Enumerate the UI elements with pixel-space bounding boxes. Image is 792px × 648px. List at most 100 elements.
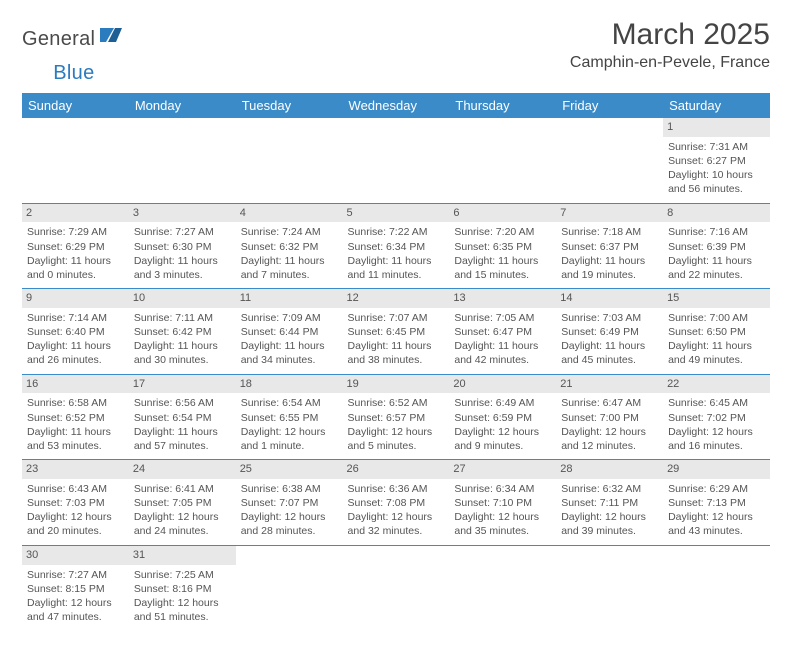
calendar-day-cell: 4Sunrise: 7:24 AMSunset: 6:32 PMDaylight… <box>236 203 343 289</box>
daylight-text: and 53 minutes. <box>27 439 124 453</box>
calendar-day-cell: 30Sunrise: 7:27 AMSunset: 8:15 PMDayligh… <box>22 545 129 630</box>
sunrise-text: Sunrise: 6:45 AM <box>668 396 765 410</box>
sunrise-text: Sunrise: 7:24 AM <box>241 225 338 239</box>
calendar-empty-cell <box>236 118 343 203</box>
daylight-text: and 0 minutes. <box>27 268 124 282</box>
daylight-text: Daylight: 11 hours <box>241 339 338 353</box>
day-number: 8 <box>663 204 770 223</box>
day-number: 23 <box>22 460 129 479</box>
sunset-text: Sunset: 7:07 PM <box>241 496 338 510</box>
calendar-day-cell: 8Sunrise: 7:16 AMSunset: 6:39 PMDaylight… <box>663 203 770 289</box>
sunset-text: Sunset: 6:27 PM <box>668 154 765 168</box>
day-number: 28 <box>556 460 663 479</box>
calendar-week-row: 16 Sunrise: 6:58 AMSunset: 6:52 PM Dayligh… <box>22 374 770 460</box>
calendar-day-cell: 3Sunrise: 7:27 AMSunset: 6:30 PMDaylight… <box>129 203 236 289</box>
daylight-text: and 28 minutes. <box>241 524 338 538</box>
daylight-text: Daylight: 11 hours <box>561 339 658 353</box>
daylight-text: Daylight: 12 hours <box>454 425 551 439</box>
daylight-text: and 22 minutes. <box>668 268 765 282</box>
day-number: 15 <box>663 289 770 308</box>
sunrise-text: Sunrise: 6:36 AM <box>348 482 445 496</box>
daylight-text: Daylight: 12 hours <box>561 510 658 524</box>
calendar-day-cell: 26Sunrise: 6:36 AMSunset: 7:08 PMDayligh… <box>343 460 450 546</box>
sunset-text: Sunset: 6:30 PM <box>134 240 231 254</box>
daylight-text: Daylight: 12 hours <box>668 510 765 524</box>
daylight-text: and 45 minutes. <box>561 353 658 367</box>
daylight-text: and 32 minutes. <box>348 524 445 538</box>
sunrise-text: Sunrise: 6:34 AM <box>454 482 551 496</box>
day-number: 13 <box>449 289 556 308</box>
calendar-day-cell: 2 Sunrise: 7:29 AMSunset: 6:29 PMDaylight… <box>22 203 129 289</box>
daylight-text: and 51 minutes. <box>134 610 231 624</box>
daylight-text: Daylight: 12 hours <box>561 425 658 439</box>
daylight-text: and 43 minutes. <box>668 524 765 538</box>
day-number: 27 <box>449 460 556 479</box>
day-number: 24 <box>129 460 236 479</box>
calendar-empty-cell <box>449 545 556 630</box>
daylight-text: Daylight: 11 hours <box>454 254 551 268</box>
day-number: 2 <box>22 204 129 223</box>
calendar-day-cell: 28Sunrise: 6:32 AMSunset: 7:11 PMDayligh… <box>556 460 663 546</box>
daylight-text: and 9 minutes. <box>454 439 551 453</box>
sunrise-text: Sunrise: 6:52 AM <box>348 396 445 410</box>
daylight-text: and 11 minutes. <box>348 268 445 282</box>
day-number: 9 <box>22 289 129 308</box>
sunset-text: Sunset: 6:45 PM <box>348 325 445 339</box>
sunset-text: Sunset: 6:29 PM <box>27 240 124 254</box>
sunset-text: Sunset: 6:49 PM <box>561 325 658 339</box>
daylight-text: Daylight: 11 hours <box>454 339 551 353</box>
sunrise-text: Sunrise: 6:47 AM <box>561 396 658 410</box>
daylight-text: Daylight: 11 hours <box>348 254 445 268</box>
sunset-text: Sunset: 6:34 PM <box>348 240 445 254</box>
daylight-text: and 24 minutes. <box>134 524 231 538</box>
day-header: Tuesday <box>236 93 343 118</box>
calendar-day-cell: 7Sunrise: 7:18 AMSunset: 6:37 PMDaylight… <box>556 203 663 289</box>
title-block: March 2025 Camphin-en-Pevele, France <box>570 18 770 72</box>
day-number: 4 <box>236 204 343 223</box>
day-number: 26 <box>343 460 450 479</box>
calendar-day-cell: 10Sunrise: 7:11 AMSunset: 6:42 PMDayligh… <box>129 289 236 375</box>
calendar-body: 1Sunrise: 7:31 AMSunset: 6:27 PMDaylight… <box>22 118 770 630</box>
daylight-text: and 3 minutes. <box>134 268 231 282</box>
sunrise-text: Sunrise: 7:00 AM <box>668 311 765 325</box>
calendar-day-cell: 14Sunrise: 7:03 AMSunset: 6:49 PMDayligh… <box>556 289 663 375</box>
daylight-text: and 5 minutes. <box>348 439 445 453</box>
daylight-text: and 34 minutes. <box>241 353 338 367</box>
day-number: 16 <box>22 375 129 394</box>
calendar-header-row: SundayMondayTuesdayWednesdayThursdayFrid… <box>22 93 770 118</box>
daylight-text: Daylight: 11 hours <box>241 254 338 268</box>
calendar-empty-cell <box>343 118 450 203</box>
sunrise-text: Sunrise: 6:32 AM <box>561 482 658 496</box>
sunrise-text: Sunrise: 6:58 AM <box>27 396 124 410</box>
calendar-day-cell: 20Sunrise: 6:49 AMSunset: 6:59 PMDayligh… <box>449 374 556 460</box>
daylight-text: Daylight: 11 hours <box>668 339 765 353</box>
sunrise-text: Sunrise: 7:29 AM <box>27 225 124 239</box>
daylight-text: and 26 minutes. <box>27 353 124 367</box>
brand-name-a: General <box>22 28 95 51</box>
calendar-empty-cell <box>22 118 129 203</box>
calendar-day-cell: 13Sunrise: 7:05 AMSunset: 6:47 PMDayligh… <box>449 289 556 375</box>
calendar-day-cell: 9Sunrise: 7:14 AMSunset: 6:40 PMDaylight… <box>22 289 129 375</box>
sunset-text: Sunset: 6:59 PM <box>454 411 551 425</box>
calendar-day-cell: 24Sunrise: 6:41 AMSunset: 7:05 PMDayligh… <box>129 460 236 546</box>
daylight-text: and 16 minutes. <box>668 439 765 453</box>
day-number: 5 <box>343 204 450 223</box>
day-header: Thursday <box>449 93 556 118</box>
day-number: 3 <box>129 204 236 223</box>
flag-icon <box>100 26 122 47</box>
calendar-day-cell: 6Sunrise: 7:20 AMSunset: 6:35 PMDaylight… <box>449 203 556 289</box>
daylight-text: and 30 minutes. <box>134 353 231 367</box>
calendar-day-cell: 22Sunrise: 6:45 AMSunset: 7:02 PMDayligh… <box>663 374 770 460</box>
sunset-text: Sunset: 6:52 PM <box>27 411 124 425</box>
calendar-week-row: 9Sunrise: 7:14 AMSunset: 6:40 PMDaylight… <box>22 289 770 375</box>
sunrise-text: Sunrise: 7:16 AM <box>668 225 765 239</box>
sunrise-text: Sunrise: 7:22 AM <box>348 225 445 239</box>
daylight-text: Daylight: 11 hours <box>27 254 124 268</box>
day-number: 7 <box>556 204 663 223</box>
sunset-text: Sunset: 6:39 PM <box>668 240 765 254</box>
sunrise-text: Sunrise: 6:56 AM <box>134 396 231 410</box>
brand-name-b: Blue <box>53 62 94 85</box>
calendar-day-cell: 1Sunrise: 7:31 AMSunset: 6:27 PMDaylight… <box>663 118 770 203</box>
sunrise-text: Sunrise: 6:29 AM <box>668 482 765 496</box>
daylight-text: Daylight: 12 hours <box>27 596 124 610</box>
